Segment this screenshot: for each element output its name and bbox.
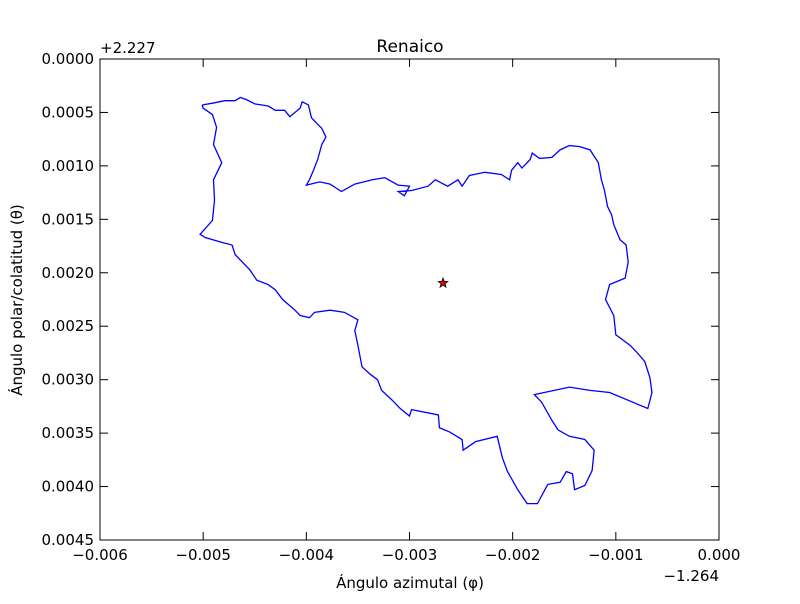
boundary-line (199, 96, 653, 505)
star-marker (437, 276, 449, 289)
x-tick-label: 0.000 (698, 546, 741, 564)
y-tick-label: 0.0005 (42, 103, 95, 121)
x-tick-label: −0.006 (72, 546, 128, 564)
x-axis-label: Ángulo azimutal (φ) (336, 573, 484, 592)
x-tick-label: −0.002 (485, 546, 541, 564)
x-tick-label: −0.003 (382, 546, 438, 564)
plot-frame (99, 58, 720, 541)
x-tick-label: −0.001 (588, 546, 644, 564)
y-offset-label: +2.227 (100, 39, 156, 57)
y-tick-label: 0.0015 (42, 210, 95, 228)
x-tick-label: −0.005 (175, 546, 231, 564)
y-tick-label: 0.0000 (42, 50, 95, 68)
y-axis-label: Ángulo polar/colatitud (θ) (7, 204, 26, 396)
y-tick-label: 0.0010 (42, 157, 95, 175)
x-tick-label: −0.004 (279, 546, 335, 564)
y-tick-label: 0.0025 (42, 317, 95, 335)
y-tick-label: 0.0030 (42, 371, 95, 389)
y-tick-label: 0.0035 (42, 424, 95, 442)
chart-title: Renaico (376, 37, 443, 57)
y-tick-label: 0.0040 (42, 478, 95, 496)
x-offset-label: −1.264 (663, 567, 719, 585)
y-tick-label: 0.0045 (42, 531, 95, 549)
y-tick-label: 0.0020 (42, 264, 95, 282)
